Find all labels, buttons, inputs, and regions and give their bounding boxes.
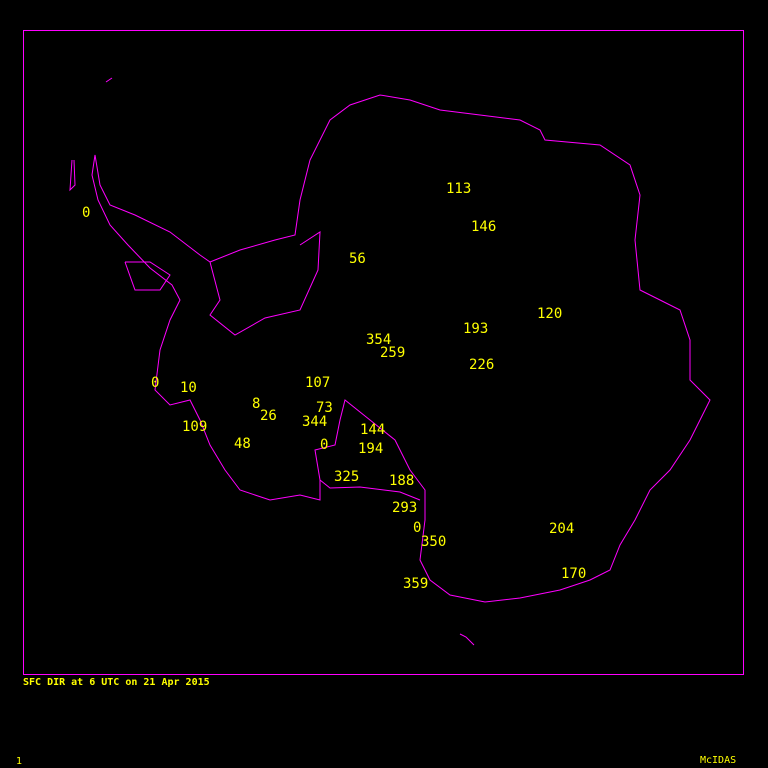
station-value: 0	[413, 520, 422, 536]
station-value: 170	[561, 566, 587, 582]
station-value: 26	[260, 408, 277, 424]
station-value: 146	[471, 219, 497, 235]
antarctica-coastline	[91, 94, 711, 603]
software-label: McIDAS	[700, 755, 737, 766]
station-value: 325	[334, 469, 360, 485]
station-value: 204	[549, 521, 575, 537]
weddell-ice-shelf	[209, 231, 321, 336]
station-value: 0	[82, 205, 91, 221]
station-value: 48	[234, 436, 251, 452]
island	[124, 261, 171, 291]
station-value: 120	[537, 306, 563, 322]
station-value: 293	[392, 500, 418, 516]
station-value: 0	[151, 375, 160, 391]
island	[459, 633, 475, 646]
station-value: 109	[182, 419, 208, 435]
frame-number: 1	[16, 756, 23, 767]
station-value: 259	[380, 345, 406, 361]
station-value: 194	[358, 441, 384, 457]
map-caption: SFC DIR at 6 UTC on 21 Apr 2015	[23, 677, 210, 688]
station-value: 193	[463, 321, 489, 337]
station-value: 354	[366, 332, 392, 348]
station-value: 359	[403, 576, 429, 592]
island	[105, 77, 113, 83]
station-value: 344	[302, 414, 328, 430]
station-value: 56	[349, 251, 366, 267]
station-value: 188	[389, 473, 415, 489]
ross-ice-shelf	[319, 479, 421, 501]
station-value: 8	[252, 396, 261, 412]
station-value: 226	[469, 357, 495, 373]
station-value: 10	[180, 380, 197, 396]
station-value: 73	[316, 400, 333, 416]
station-value: 144	[360, 422, 386, 438]
station-value: 350	[421, 534, 447, 550]
map-frame	[23, 30, 744, 675]
station-value: 0	[320, 437, 329, 453]
station-value: 107	[305, 375, 331, 391]
peninsula-islands	[69, 159, 76, 192]
station-value: 113	[446, 181, 472, 197]
